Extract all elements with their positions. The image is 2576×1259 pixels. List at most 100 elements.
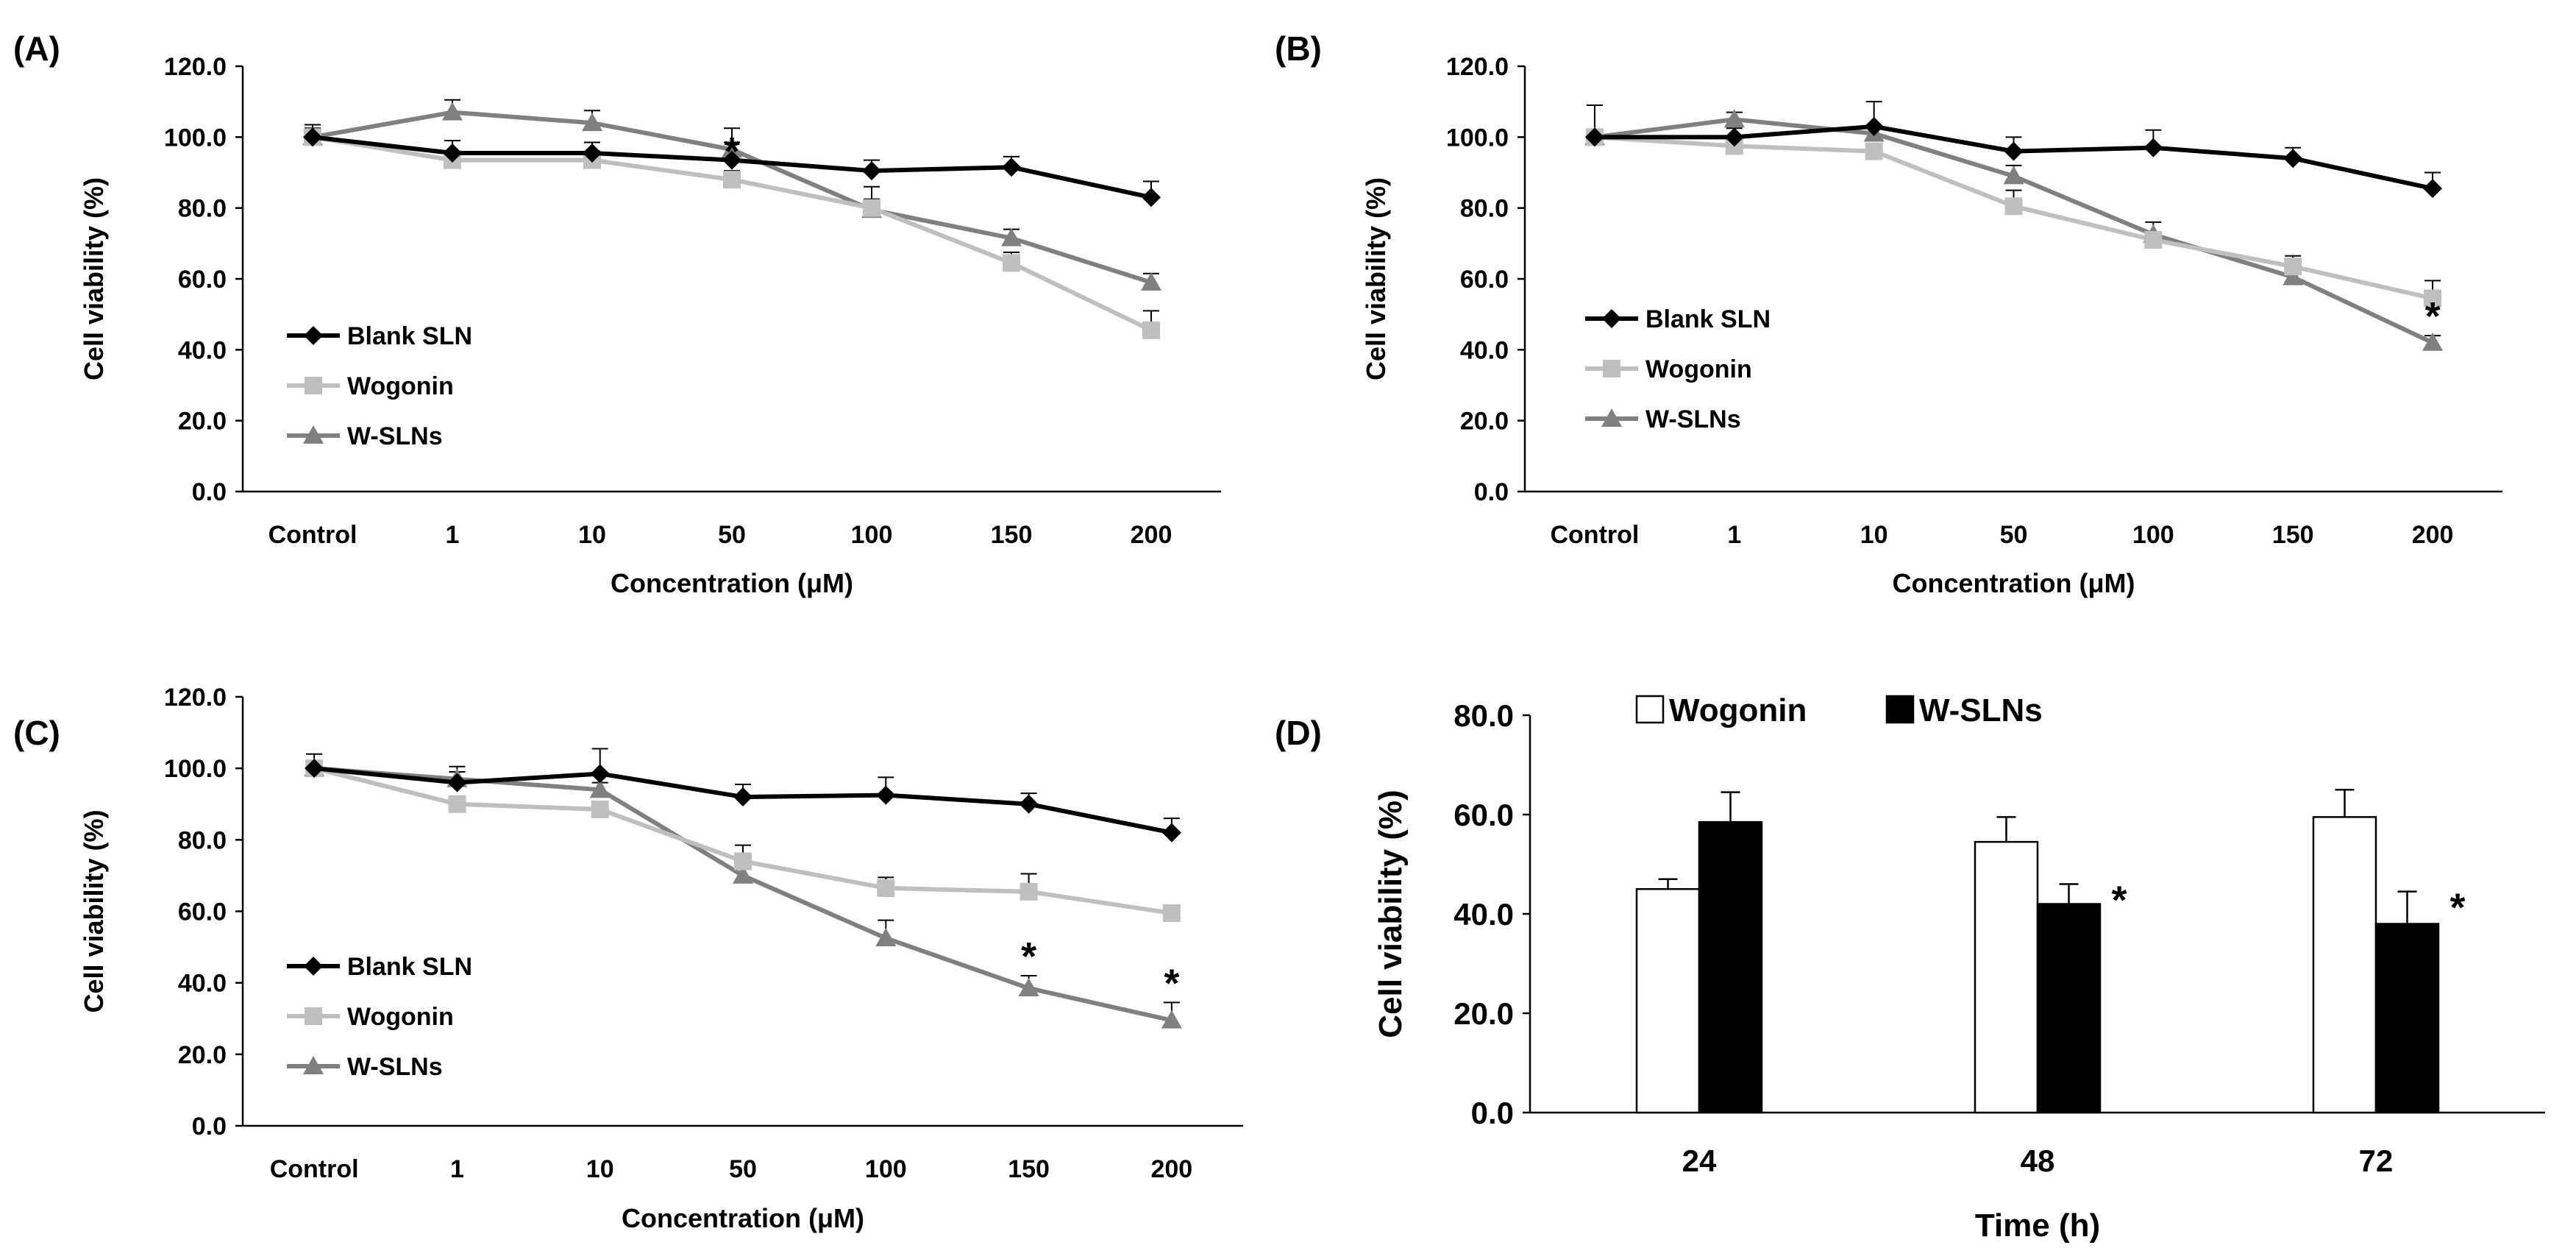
data-point-blank-sln <box>722 150 741 170</box>
y-tick-label: 0.0 <box>1474 478 1509 506</box>
data-point-wogonin <box>1865 142 1883 160</box>
y-tick-label: 20.0 <box>1460 408 1509 436</box>
chart-panel-b: (B) 0.0 20.0 40.0 60.0 80.0 100.0 120.0 Control 1… <box>1275 29 2502 598</box>
x-tick-label: 1 <box>1727 521 1741 549</box>
x-tick-label: 48 <box>2021 1143 2055 1178</box>
y-tick-label: 100.0 <box>164 755 227 783</box>
data-point-w-slns <box>1141 272 1161 291</box>
x-tick-label: 200 <box>1131 521 1173 549</box>
significance-marker: * <box>1021 935 1036 979</box>
legend-swatch-w-slns <box>1885 695 1915 724</box>
legend-label-wogonin: Wogonin <box>1645 355 1752 383</box>
panel-label: (B) <box>1275 29 1322 68</box>
legend-marker-blank-sln <box>1602 309 1621 328</box>
legend-marker-wogonin <box>305 1007 322 1025</box>
data-point-w-slns <box>722 139 742 158</box>
data-point-wogonin <box>2004 197 2023 216</box>
bar-w-slns <box>1698 820 1763 1114</box>
y-tick-label: 0.0 <box>192 1113 227 1141</box>
y-tick-label: 80.0 <box>178 195 227 223</box>
data-point-wogonin <box>734 852 752 870</box>
y-axis-title: Cell viability (%) <box>79 177 109 380</box>
y-axis-title: Cell viability (%) <box>1361 177 1391 380</box>
data-point-wogonin <box>448 795 466 813</box>
legend-label-wogonin: Wogonin <box>1669 692 1807 728</box>
x-tick-label: 24 <box>1682 1143 1717 1178</box>
data-point-blank-sln <box>1002 157 1021 177</box>
data-point-w-slns <box>1001 227 1022 247</box>
data-point-w-slns <box>582 113 602 132</box>
significance-marker: * <box>2111 879 2127 923</box>
data-point-wogonin <box>863 199 880 217</box>
x-axis-title: Time (h) <box>1975 1207 2100 1244</box>
y-tick-label: 100.0 <box>164 124 227 152</box>
legend-label-blank-sln: Blank SLN <box>1645 305 1771 333</box>
y-axis-title: Cell viability (%) <box>79 809 109 1012</box>
data-point-blank-sln <box>1724 127 1744 147</box>
data-point-w-slns <box>589 779 611 798</box>
x-axis-title: Concentration (μM) <box>611 568 853 598</box>
data-point-wogonin <box>877 879 895 897</box>
data-point-w-slns <box>2422 332 2444 351</box>
panel-label: (C) <box>13 714 60 752</box>
y-tick-label: 80.0 <box>1454 698 1514 733</box>
x-tick-label: Control <box>268 521 357 549</box>
data-point-blank-sln <box>862 161 881 181</box>
y-tick-label: 20.0 <box>178 1041 227 1069</box>
x-tick-label: 50 <box>718 521 746 549</box>
legend-marker-w-slns <box>1601 408 1622 427</box>
x-tick-label: 100 <box>851 521 893 549</box>
significance-marker: * <box>2425 294 2441 338</box>
data-point-blank-sln <box>1864 116 1884 136</box>
legend-marker-w-slns <box>303 425 324 444</box>
data-point-blank-sln <box>590 764 610 784</box>
data-point-blank-sln <box>1142 188 1161 208</box>
significance-marker: * <box>1164 961 1179 1005</box>
x-tick-label: 100 <box>865 1155 907 1183</box>
data-point-wogonin <box>2284 258 2302 276</box>
data-point-blank-sln <box>305 759 324 779</box>
data-point-w-slns <box>1723 109 1745 128</box>
x-tick-label: 200 <box>1150 1155 1192 1183</box>
x-axis-title: Concentration (μM) <box>622 1203 864 1233</box>
y-tick-label: 40.0 <box>1454 897 1514 932</box>
y-tick-label: 80.0 <box>1460 195 1509 223</box>
legend-swatch-wogonin <box>1635 695 1665 724</box>
data-point-blank-sln <box>1584 127 1604 147</box>
x-tick-label: 1 <box>450 1155 464 1183</box>
data-point-blank-sln <box>443 143 462 163</box>
x-tick-label: 150 <box>991 521 1033 549</box>
x-tick-label: Control <box>1550 521 1639 549</box>
legend-marker-blank-sln <box>304 957 323 976</box>
legend-label-w-slns: W-SLNs <box>347 422 443 450</box>
y-tick-label: 120.0 <box>1446 53 1509 81</box>
legend-marker-wogonin <box>1603 360 1620 377</box>
y-tick-label: 60.0 <box>1454 798 1514 832</box>
legend-label-w-slns: W-SLNs <box>1645 405 1741 433</box>
legend-label-wogonin: Wogonin <box>347 372 454 400</box>
x-tick-label: 150 <box>1008 1155 1050 1183</box>
data-point-wogonin <box>1142 321 1160 339</box>
y-tick-label: 40.0 <box>1460 336 1509 364</box>
legend-marker-wogonin <box>305 377 322 394</box>
y-tick-label: 0.0 <box>1471 1096 1514 1130</box>
legend-label-blank-sln: Blank SLN <box>347 953 472 981</box>
x-tick-label: 10 <box>578 521 606 549</box>
panel-label: (A) <box>13 29 60 68</box>
x-tick-label: 200 <box>2412 521 2454 549</box>
x-tick-label: 72 <box>2359 1143 2394 1178</box>
y-tick-label: 80.0 <box>178 826 227 854</box>
legend-label-w-slns: W-SLNs <box>347 1053 443 1081</box>
data-point-wogonin <box>2144 231 2163 249</box>
x-tick-label: 150 <box>2272 521 2314 549</box>
x-tick-label: Control <box>270 1155 359 1183</box>
data-point-blank-sln <box>583 143 602 163</box>
legend-marker-blank-sln <box>304 326 323 345</box>
y-tick-label: 60.0 <box>178 898 227 926</box>
x-tick-label: 100 <box>2132 521 2174 549</box>
data-point-wogonin <box>591 801 609 819</box>
bar-w-slns <box>2036 903 2102 1114</box>
x-tick-label: 50 <box>729 1155 757 1183</box>
data-point-wogonin <box>1020 882 1038 901</box>
